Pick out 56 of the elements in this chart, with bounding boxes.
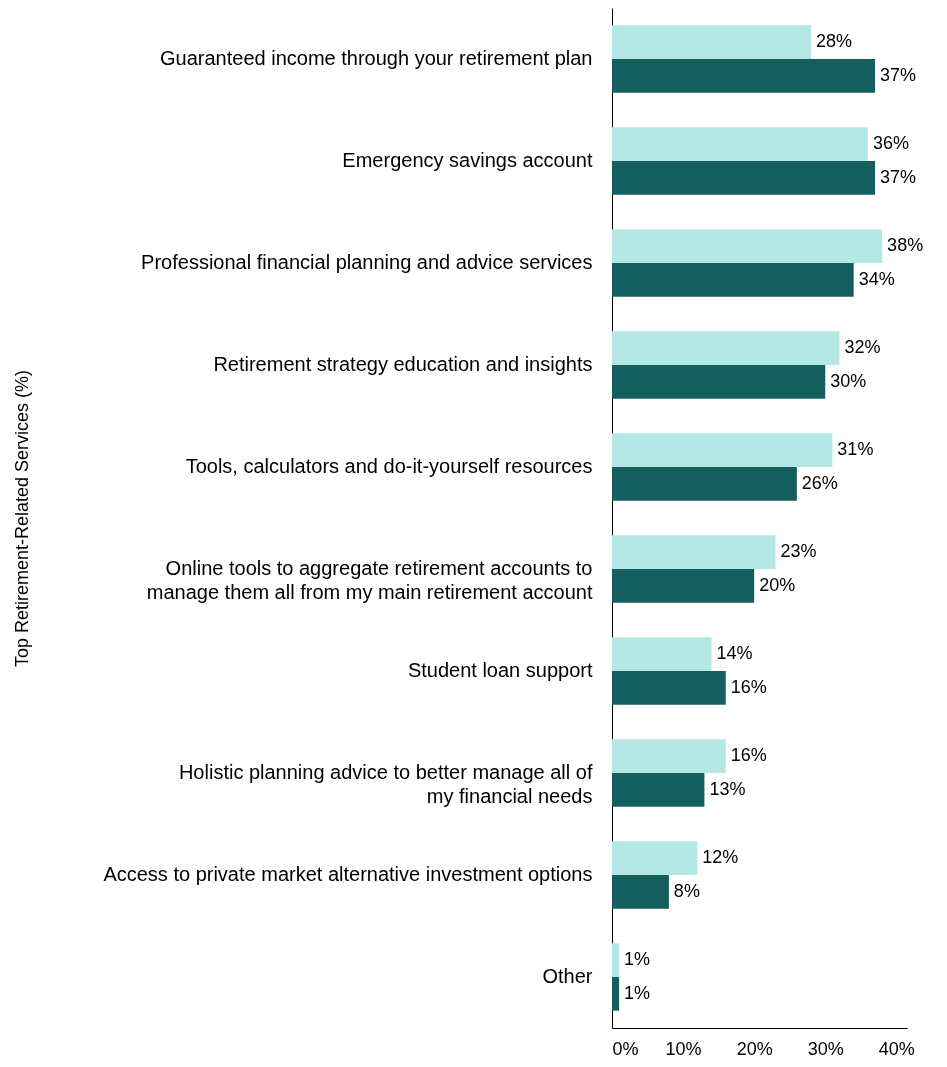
bar [612,671,726,705]
data-label: 30% [830,370,867,391]
data-label: 23% [780,541,817,562]
bar [612,841,698,875]
data-label: 32% [844,337,881,358]
data-label: 28% [816,31,853,52]
y-tick-label: Guaranteed income through your retirement plan [160,47,593,69]
y-tick-label: Retirement strategy education and insights [213,353,593,375]
data-label: 12% [702,847,739,868]
data-label: 37% [880,166,917,187]
bar [612,569,755,603]
x-tick-label: 20% [736,1038,773,1059]
bar [612,263,854,297]
bar [612,127,868,161]
data-label: 13% [709,778,746,799]
data-label: 1% [624,949,651,970]
bar [612,467,797,501]
bar [612,637,712,671]
data-label: 36% [872,133,909,154]
data-label: 8% [673,880,700,901]
data-label: 16% [730,745,767,766]
data-label: 31% [837,439,874,460]
data-label: 16% [730,676,767,697]
data-label: 34% [858,268,895,289]
bar [612,229,883,263]
bar [612,943,620,977]
data-label: 14% [716,643,753,664]
y-tick-label: Online tools to aggregate retirement accounts to manage them all from my main retirement account [146,557,593,603]
bar [612,433,833,467]
y-tick-label: Emergency savings account [342,149,593,171]
y-tick-label: Holistic planning advice to better manage all of my financial needs [178,761,593,807]
bar [612,331,840,365]
bar [612,59,876,93]
bar [612,535,776,569]
data-label: 37% [880,64,917,85]
bar [612,25,812,59]
bar [612,875,669,909]
bar [612,365,826,399]
data-label: 26% [801,472,838,493]
y-tick-label: Professional financial planning and advice services [141,251,593,273]
bar [612,161,876,195]
x-tick-label: 10% [665,1038,702,1059]
data-label: 1% [624,982,651,1003]
data-label: 38% [887,235,924,256]
y-tick-label: Tools, calculators and do-it-yourself resources [185,455,593,477]
y-tick-label: Other [542,965,593,987]
bar [612,739,726,773]
x-tick-label: 0% [612,1038,639,1059]
x-tick-label: 40% [878,1038,915,1059]
y-tick-label: Student loan support [407,659,593,681]
bar [612,773,705,807]
x-tick-label: 30% [807,1038,844,1059]
y-axis-title: Top Retirement-Related Services (%) [11,369,32,668]
data-label: 20% [759,574,796,595]
bar [612,977,620,1011]
y-tick-label: Access to private market alternative investment options [103,863,593,885]
